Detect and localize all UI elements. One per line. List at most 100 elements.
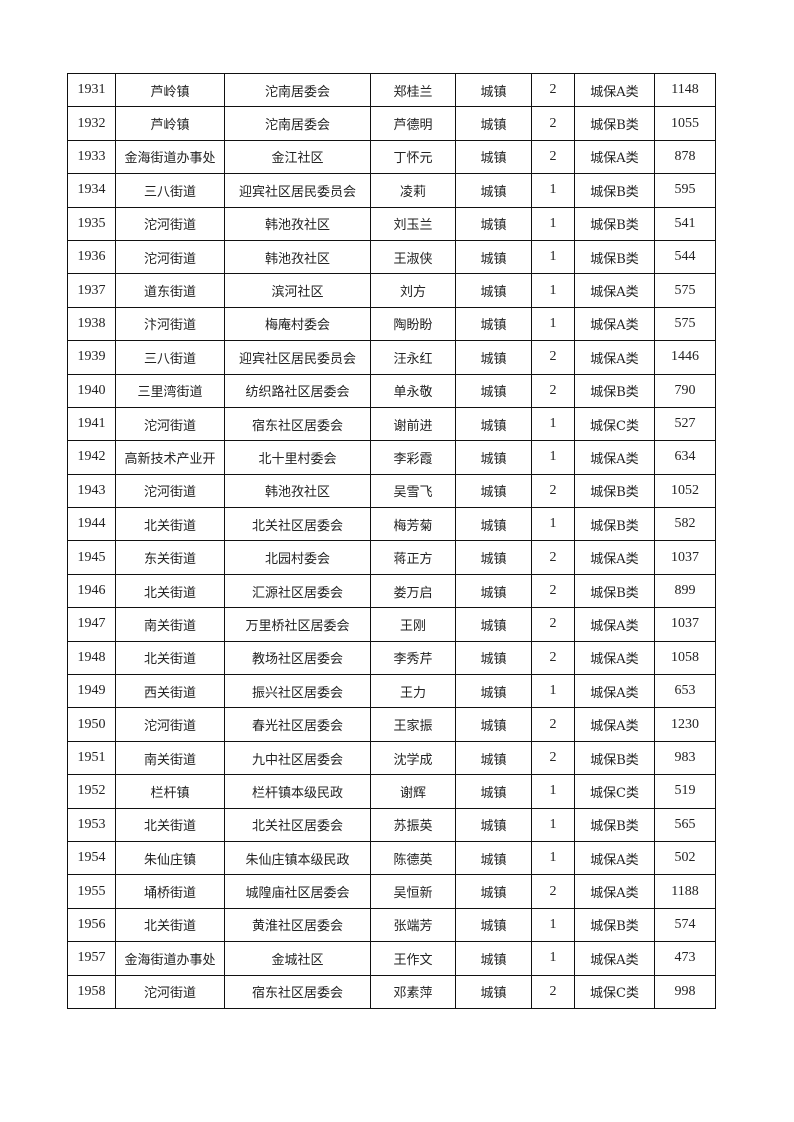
row-id-cell: 1954	[67, 840, 116, 876]
amount-cell: 544	[654, 239, 716, 275]
person-name-cell: 陈德英	[370, 840, 456, 876]
row-id-cell: 1953	[67, 807, 116, 842]
amount-cell: 1058	[654, 640, 716, 676]
area-type-cell: 城镇	[455, 640, 532, 676]
household-count-cell: 1	[531, 507, 575, 542]
community-cell: 沱南居委会	[224, 72, 371, 108]
area-type-cell: 城镇	[455, 440, 532, 475]
insurance-category-cell: 城保A类	[574, 273, 655, 308]
amount-cell: 1188	[654, 874, 716, 909]
area-type-cell: 城镇	[455, 674, 532, 709]
table-row: 1955 埇桥街道 城隍庙社区居委会 吴恒新 城镇 2 城保A类 1188	[67, 874, 716, 909]
household-count-cell: 1	[531, 206, 575, 241]
street-cell: 北关街道	[115, 907, 225, 943]
household-count-cell: 2	[531, 740, 575, 776]
household-count-cell: 1	[531, 406, 575, 442]
street-cell: 北关街道	[115, 507, 225, 542]
person-name-cell: 张端芳	[370, 907, 456, 943]
insurance-category-cell: 城保B类	[574, 206, 655, 241]
street-cell: 道东街道	[115, 273, 225, 308]
area-type-cell: 城镇	[455, 273, 532, 308]
street-cell: 南关街道	[115, 740, 225, 776]
area-type-cell: 城镇	[455, 340, 532, 375]
person-name-cell: 李秀芹	[370, 640, 456, 676]
table-row: 1952 栏杆镇 栏杆镇本级民政 谢辉 城镇 1 城保C类 519	[67, 774, 716, 809]
street-cell: 三八街道	[115, 340, 225, 375]
area-type-cell: 城镇	[455, 907, 532, 943]
household-count-cell: 2	[531, 139, 575, 175]
table-row: 1941 沱河街道 宿东社区居委会 谢前进 城镇 1 城保C类 527	[67, 406, 716, 442]
person-name-cell: 吴恒新	[370, 874, 456, 909]
amount-cell: 502	[654, 840, 716, 876]
row-id-cell: 1947	[67, 607, 116, 642]
area-type-cell: 城镇	[455, 573, 532, 609]
row-id-cell: 1937	[67, 273, 116, 308]
amount-cell: 790	[654, 373, 716, 408]
insurance-category-cell: 城保A类	[574, 540, 655, 575]
person-name-cell: 吴雪飞	[370, 473, 456, 509]
insurance-category-cell: 城保B类	[574, 907, 655, 943]
insurance-category-cell: 城保B类	[574, 173, 655, 208]
person-name-cell: 陶盼盼	[370, 306, 456, 342]
community-cell: 迎宾社区居民委员会	[224, 173, 371, 208]
community-cell: 北园村委会	[224, 540, 371, 575]
household-count-cell: 2	[531, 573, 575, 609]
table-row: 1947 南关街道 万里桥社区居委会 王刚 城镇 2 城保A类 1037	[67, 607, 716, 642]
community-cell: 梅庵村委会	[224, 306, 371, 342]
amount-cell: 519	[654, 774, 716, 809]
table-row: 1958 沱河街道 宿东社区居委会 邓素萍 城镇 2 城保C类 998	[67, 974, 716, 1009]
area-type-cell: 城镇	[455, 540, 532, 575]
person-name-cell: 蒋正方	[370, 540, 456, 575]
household-count-cell: 2	[531, 974, 575, 1009]
street-cell: 沱河街道	[115, 707, 225, 742]
row-id-cell: 1948	[67, 640, 116, 676]
area-type-cell: 城镇	[455, 974, 532, 1009]
area-type-cell: 城镇	[455, 239, 532, 275]
table-row: 1932 芦岭镇 沱南居委会 芦德明 城镇 2 城保B类 1055	[67, 106, 716, 141]
community-cell: 宿东社区居委会	[224, 406, 371, 442]
row-id-cell: 1939	[67, 340, 116, 375]
household-count-cell: 1	[531, 807, 575, 842]
person-name-cell: 单永敬	[370, 373, 456, 408]
household-count-cell: 1	[531, 774, 575, 809]
household-count-cell: 1	[531, 907, 575, 943]
table-row: 1935 沱河街道 韩池孜社区 刘玉兰 城镇 1 城保B类 541	[67, 206, 716, 241]
amount-cell: 565	[654, 807, 716, 842]
amount-cell: 527	[654, 406, 716, 442]
person-name-cell: 李彩霞	[370, 440, 456, 475]
area-type-cell: 城镇	[455, 206, 532, 241]
amount-cell: 595	[654, 173, 716, 208]
row-id-cell: 1956	[67, 907, 116, 943]
table-row: 1938 汴河街道 梅庵村委会 陶盼盼 城镇 1 城保A类 575	[67, 306, 716, 342]
area-type-cell: 城镇	[455, 807, 532, 842]
street-cell: 沱河街道	[115, 473, 225, 509]
amount-cell: 575	[654, 273, 716, 308]
household-count-cell: 2	[531, 874, 575, 909]
person-name-cell: 娄万启	[370, 573, 456, 609]
area-type-cell: 城镇	[455, 173, 532, 208]
street-cell: 北关街道	[115, 807, 225, 842]
household-count-cell: 1	[531, 840, 575, 876]
person-name-cell: 王家振	[370, 707, 456, 742]
community-cell: 北关社区居委会	[224, 807, 371, 842]
area-type-cell: 城镇	[455, 941, 532, 976]
household-count-cell: 1	[531, 941, 575, 976]
person-name-cell: 郑桂兰	[370, 72, 456, 108]
amount-cell: 998	[654, 974, 716, 1009]
row-id-cell: 1942	[67, 440, 116, 475]
street-cell: 栏杆镇	[115, 774, 225, 809]
row-id-cell: 1933	[67, 139, 116, 175]
person-name-cell: 谢辉	[370, 774, 456, 809]
person-name-cell: 丁怀元	[370, 139, 456, 175]
household-count-cell: 1	[531, 440, 575, 475]
street-cell: 北关街道	[115, 640, 225, 676]
street-cell: 金海街道办事处	[115, 941, 225, 976]
records-table: 1931 芦岭镇 沱南居委会 郑桂兰 城镇 2 城保A类 1148 1932 芦岭镇 沱南居委会 芦德…	[67, 72, 716, 1009]
area-type-cell: 城镇	[455, 507, 532, 542]
row-id-cell: 1945	[67, 540, 116, 575]
row-id-cell: 1931	[67, 72, 116, 108]
insurance-category-cell: 城保B类	[574, 807, 655, 842]
row-id-cell: 1951	[67, 740, 116, 776]
person-name-cell: 王力	[370, 674, 456, 709]
street-cell: 汴河街道	[115, 306, 225, 342]
